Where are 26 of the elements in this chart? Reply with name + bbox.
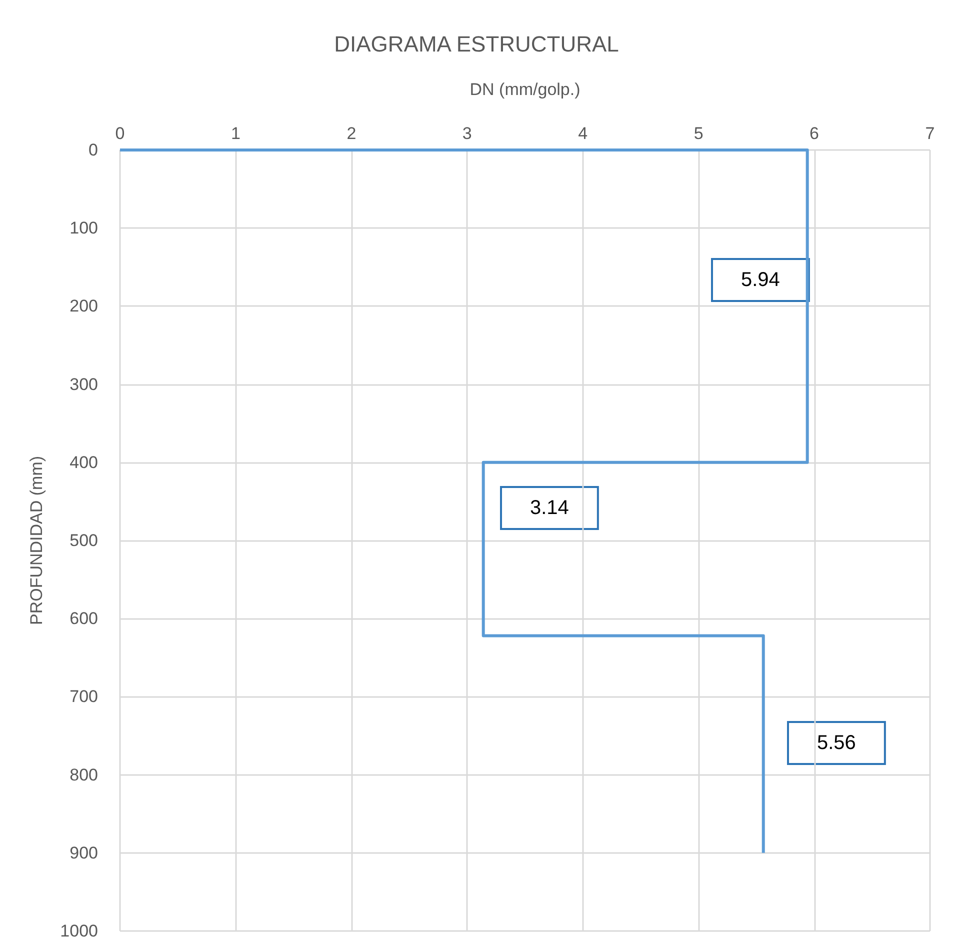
y-tick-label: 800 [70, 765, 98, 784]
y-tick-label: 200 [70, 296, 98, 316]
y-tick-label: 900 [70, 843, 98, 862]
x-tick-label: 3 [462, 124, 472, 143]
x-tick-label: 7 [925, 124, 935, 143]
y-tick-label: 1000 [60, 922, 98, 940]
x-tick-label: 6 [810, 124, 820, 143]
y-tick-label: 500 [70, 531, 98, 550]
y-tick-label: 600 [70, 609, 98, 628]
y-tick-label: 100 [70, 218, 98, 238]
y-tick-label: 300 [70, 374, 98, 394]
x-tick-label: 2 [346, 124, 356, 143]
x-axis-title: DN (mm/golp.) [470, 80, 580, 99]
x-tick-label: 0 [115, 124, 125, 143]
annotation: 5.56 [817, 732, 856, 754]
y-tick-label: 0 [88, 140, 98, 160]
x-tick-label: 4 [578, 124, 588, 143]
y-axis-title: PROFUNDIDAD (mm) [27, 456, 46, 626]
annotation: 3.14 [530, 497, 569, 519]
line-series [118, 148, 809, 854]
chart-title: DIAGRAMA ESTRUCTURAL [334, 32, 619, 56]
annotation: 5.94 [741, 269, 780, 291]
y-tick-label: 400 [70, 452, 98, 472]
x-tick-label: 5 [694, 124, 704, 143]
y-tick-label: 700 [70, 687, 98, 706]
x-tick-label: 1 [230, 124, 240, 143]
